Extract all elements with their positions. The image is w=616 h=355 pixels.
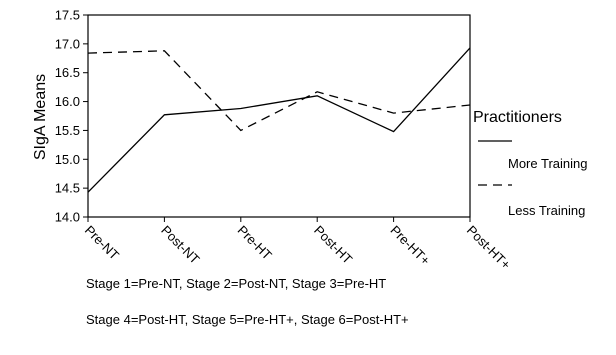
- legend-entry-2: Less Training: [508, 203, 585, 218]
- y-tick-label: 14.5: [55, 181, 80, 196]
- y-tick-label: 16.0: [55, 94, 80, 109]
- x-tick-label: Post-NT: [158, 223, 202, 267]
- y-tick-label: 15.0: [55, 152, 80, 167]
- y-tick-label: 17.5: [55, 8, 80, 23]
- x-tick-label: Post-HT+: [464, 223, 514, 273]
- stage-note-1: Stage 1=Pre-NT, Stage 2=Post-NT, Stage 3…: [86, 276, 387, 291]
- series-line-1: [87, 47, 471, 193]
- x-tick-label: Post-HT: [311, 223, 355, 267]
- y-tick-label: 16.5: [55, 65, 80, 80]
- x-tick-label: Pre-NT: [82, 223, 122, 263]
- x-tick-label: Pre-HT: [235, 223, 275, 263]
- legend-title: Practitioners: [473, 109, 562, 126]
- series-line-2: [87, 50, 471, 132]
- plot-frame: [87, 14, 471, 218]
- x-tick-label: Pre-HT+: [387, 223, 433, 269]
- y-tick-label: 17.0: [55, 36, 80, 51]
- y-axis-label: SIgA Means: [32, 74, 49, 160]
- y-tick-label: 15.5: [55, 123, 80, 138]
- y-tick-label: 14.0: [55, 210, 80, 225]
- stage-note-2: Stage 4=Post-HT, Stage 5=Pre-HT+, Stage …: [86, 312, 409, 327]
- series-lines: [87, 47, 471, 193]
- axes: 14.0 14.5 15.0 15.5 16.0 16.5 17.0 17.5 Pre-NT Po…: [55, 8, 514, 273]
- legend: Practitioners More Training Less Training: [473, 109, 587, 218]
- legend-entry-1: More Training: [508, 156, 587, 171]
